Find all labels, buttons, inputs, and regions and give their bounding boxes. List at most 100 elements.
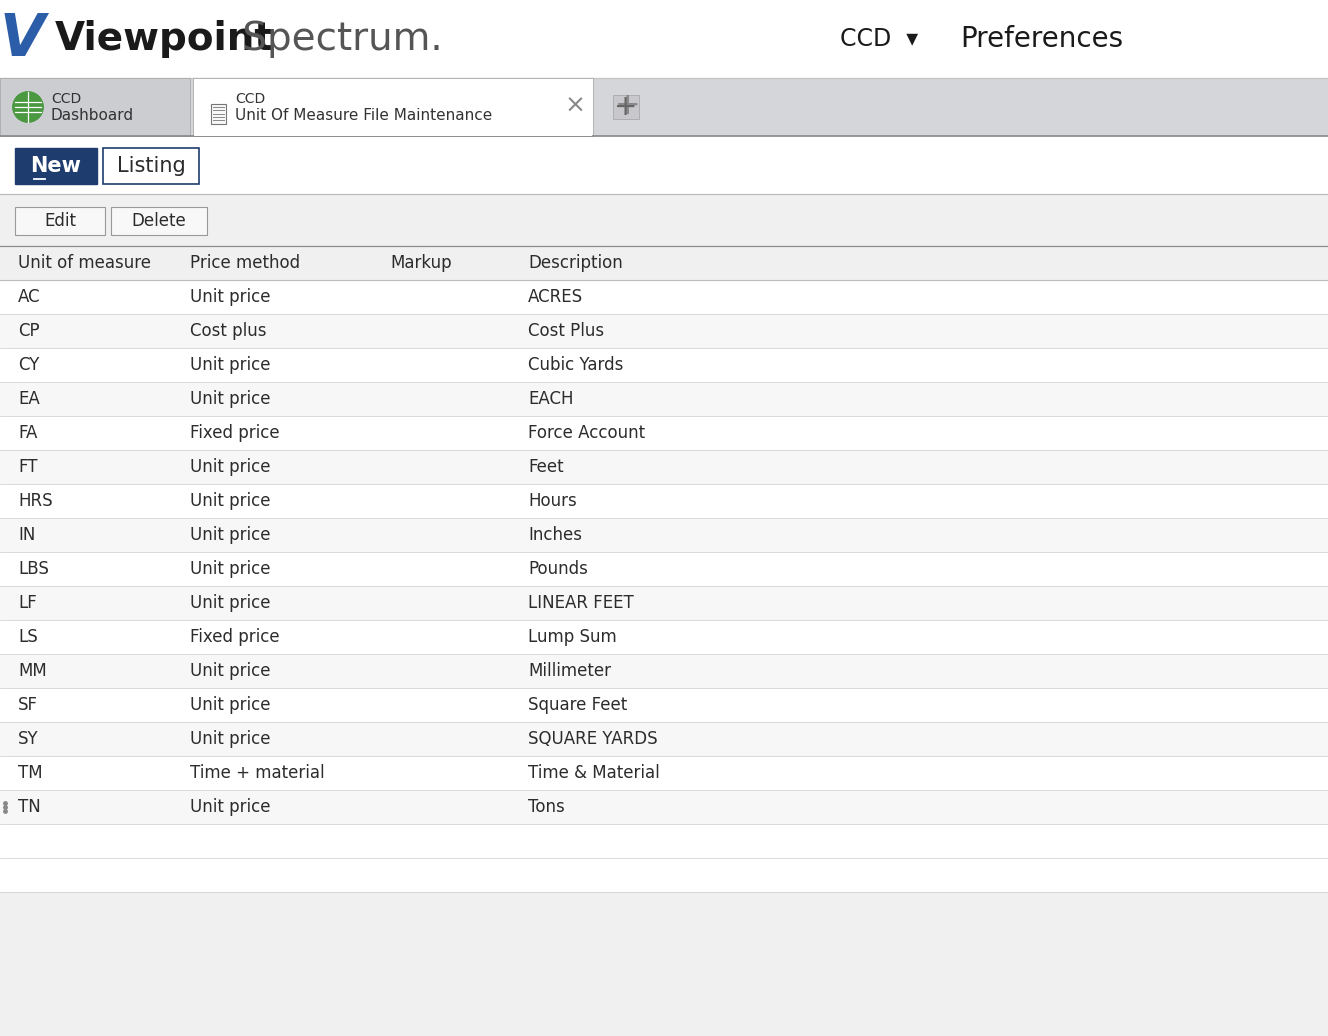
Bar [15, 148, 97, 184]
Text: Unit price: Unit price [190, 526, 271, 544]
Text: Cost plus: Cost plus [190, 322, 267, 340]
Text: SQUARE YARDS: SQUARE YARDS [529, 730, 657, 748]
Bar [0, 518, 1328, 552]
Bar [0, 654, 1328, 688]
Text: Unit price: Unit price [190, 594, 271, 612]
Text: ×: × [564, 94, 586, 118]
Text: Fixed price: Fixed price [190, 628, 280, 646]
Text: V: V [0, 10, 45, 67]
Text: Markup: Markup [390, 254, 452, 272]
Text: HRS: HRS [19, 492, 53, 510]
Bar [0, 586, 1328, 620]
Text: CCD  ▾: CCD ▾ [841, 27, 918, 51]
Text: Square Feet: Square Feet [529, 696, 627, 714]
Text: Price method: Price method [190, 254, 300, 272]
Text: Feet: Feet [529, 458, 563, 476]
Bar [0, 246, 1328, 892]
Text: Tons: Tons [529, 798, 564, 816]
Text: Spectrum.: Spectrum. [230, 20, 442, 58]
Bar [0, 246, 1328, 280]
Text: SF: SF [19, 696, 39, 714]
Bar [0, 78, 1328, 136]
Bar [0, 552, 1328, 586]
Text: LBS: LBS [19, 560, 49, 578]
Bar [0, 484, 1328, 518]
Text: Description: Description [529, 254, 623, 272]
Text: Unit price: Unit price [190, 662, 271, 680]
Text: +: + [615, 93, 637, 121]
Bar [0, 790, 1328, 824]
Text: Delete: Delete [131, 212, 186, 230]
Bar [0, 688, 1328, 722]
Text: TN: TN [19, 798, 41, 816]
Text: Time + material: Time + material [190, 764, 324, 782]
Circle shape [13, 92, 42, 122]
Bar [0, 136, 1328, 194]
Text: TM: TM [19, 764, 42, 782]
Text: Force Account: Force Account [529, 424, 645, 442]
Bar [0, 858, 1328, 892]
Text: LF: LF [19, 594, 37, 612]
Bar [211, 104, 226, 124]
Text: Lump Sum: Lump Sum [529, 628, 616, 646]
Bar [0, 722, 1328, 756]
Text: CCD: CCD [235, 92, 266, 106]
Text: Unit price: Unit price [190, 696, 271, 714]
Text: CY: CY [19, 356, 40, 374]
Text: CCD: CCD [50, 92, 81, 106]
Bar [193, 78, 594, 136]
Bar [15, 207, 105, 235]
Text: LS: LS [19, 628, 37, 646]
Text: SY: SY [19, 730, 39, 748]
Text: Cost Plus: Cost Plus [529, 322, 604, 340]
Bar [0, 280, 1328, 314]
Text: Dashboard: Dashboard [50, 109, 134, 123]
Bar [0, 824, 1328, 858]
Text: Preferences: Preferences [960, 25, 1123, 53]
Text: Hours: Hours [529, 492, 576, 510]
Bar [614, 95, 639, 119]
Text: Unit price: Unit price [190, 288, 271, 306]
Text: Unit price: Unit price [190, 730, 271, 748]
Bar [0, 348, 1328, 382]
Text: Unit price: Unit price [190, 560, 271, 578]
Bar [0, 620, 1328, 654]
Text: FT: FT [19, 458, 37, 476]
Text: New: New [31, 156, 81, 176]
Text: Unit Of Measure File Maintenance: Unit Of Measure File Maintenance [235, 109, 493, 123]
Text: Edit: Edit [44, 212, 76, 230]
Text: CP: CP [19, 322, 40, 340]
Circle shape [13, 92, 42, 122]
Bar [0, 314, 1328, 348]
Text: FA: FA [19, 424, 37, 442]
Text: Time & Material: Time & Material [529, 764, 660, 782]
Text: Unit price: Unit price [190, 492, 271, 510]
Text: Listing: Listing [117, 156, 186, 176]
Text: Unit price: Unit price [190, 798, 271, 816]
Text: +: + [615, 91, 641, 120]
Bar [104, 148, 199, 184]
Text: LINEAR FEET: LINEAR FEET [529, 594, 633, 612]
Bar [0, 382, 1328, 416]
Bar [0, 416, 1328, 450]
Text: Fixed price: Fixed price [190, 424, 280, 442]
Text: Unit of measure: Unit of measure [19, 254, 151, 272]
Bar [0, 78, 190, 136]
Text: Pounds: Pounds [529, 560, 588, 578]
Text: Inches: Inches [529, 526, 582, 544]
Text: EACH: EACH [529, 390, 574, 408]
Text: EA: EA [19, 390, 40, 408]
Text: MM: MM [19, 662, 46, 680]
Text: Millimeter: Millimeter [529, 662, 611, 680]
Text: Unit price: Unit price [190, 356, 271, 374]
Text: ACRES: ACRES [529, 288, 583, 306]
Text: Unit price: Unit price [190, 458, 271, 476]
Bar [112, 207, 207, 235]
Text: AC: AC [19, 288, 41, 306]
Text: Viewpoint: Viewpoint [54, 20, 274, 58]
Bar [0, 194, 1328, 246]
Bar [0, 450, 1328, 484]
Text: Cubic Yards: Cubic Yards [529, 356, 623, 374]
Bar [0, 756, 1328, 790]
Text: IN: IN [19, 526, 36, 544]
